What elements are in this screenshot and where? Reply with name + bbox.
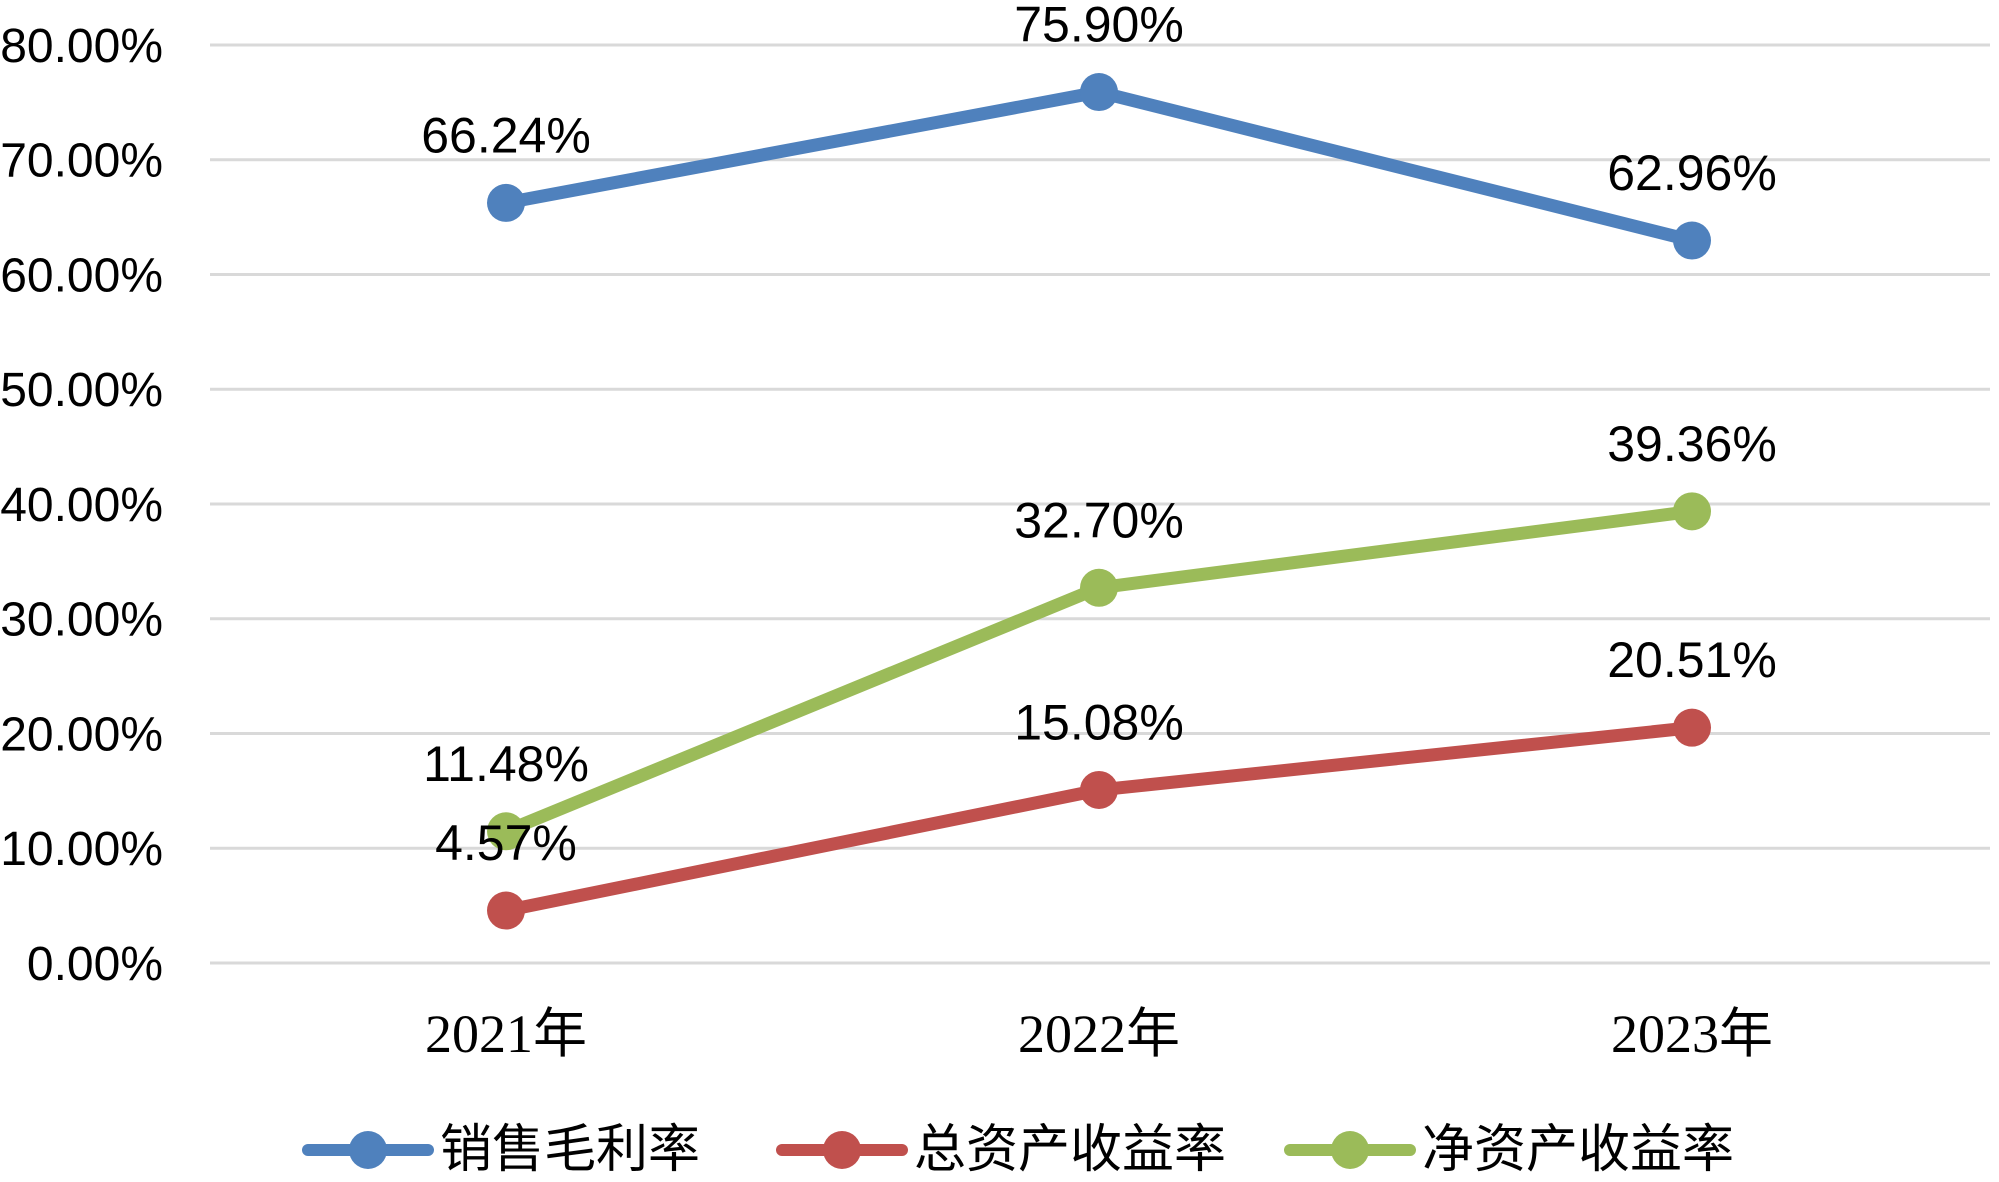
legend-marker-icon — [823, 1131, 861, 1169]
gridlines — [210, 43, 1990, 965]
y-tick-label: 0.00% — [27, 938, 163, 991]
legend-item: 总资产收益率 — [776, 1122, 1226, 1179]
series-3 — [487, 492, 1711, 851]
y-tick-label: 70.00% — [0, 135, 163, 188]
y-tick-label: 40.00% — [0, 479, 163, 532]
x-category-label: 2023年 — [1611, 1004, 1773, 1064]
legend-label: 净资产收益率 — [1422, 1122, 1734, 1179]
data-label: 62.96% — [1607, 145, 1777, 201]
data-point-marker — [1080, 73, 1118, 112]
data-point-marker — [487, 183, 525, 222]
data-point-marker — [1673, 492, 1711, 531]
data-label: 4.57% — [435, 815, 577, 871]
legend-label: 总资产收益率 — [914, 1122, 1226, 1179]
series-1 — [487, 73, 1711, 260]
data-point-marker — [1673, 221, 1711, 260]
data-point-marker — [1673, 708, 1711, 747]
y-tick-label: 60.00% — [0, 249, 163, 302]
data-label: 75.90% — [1014, 0, 1184, 53]
y-tick-label: 50.00% — [0, 364, 163, 417]
data-label: 39.36% — [1607, 416, 1777, 472]
data-point-marker — [1080, 568, 1118, 607]
legend-marker-icon — [1331, 1131, 1369, 1169]
data-label: 11.48% — [423, 736, 589, 792]
y-axis-tick-labels: 0.00% 10.00% 20.00% 30.00% 40.00% 50.00% 60.00… — [0, 20, 163, 991]
data-label: 32.70% — [1014, 492, 1184, 548]
legend-item: 销售毛利率 — [302, 1122, 700, 1179]
series-2-data-labels: 4.57% 15.08% 20.51% — [435, 632, 1777, 871]
legend-item: 净资产收益率 — [1284, 1122, 1734, 1179]
data-point-marker — [487, 891, 525, 930]
data-label: 20.51% — [1607, 632, 1777, 688]
series-1-data-labels: 66.24% 75.90% 62.96% — [421, 0, 1777, 201]
y-tick-label: 10.00% — [0, 823, 163, 876]
series-3-data-labels: 11.48% 32.70% 39.36% — [423, 416, 1777, 792]
series-2 — [487, 708, 1711, 930]
x-axis-category-labels: 2021年 2022年 2023年 — [425, 1004, 1773, 1064]
x-category-label: 2022年 — [1018, 1004, 1180, 1064]
y-tick-label: 80.00% — [0, 20, 163, 73]
y-tick-label: 30.00% — [0, 594, 163, 647]
data-label: 66.24% — [421, 107, 591, 163]
x-category-label: 2021年 — [425, 1004, 587, 1064]
data-label: 15.08% — [1014, 694, 1184, 750]
y-tick-label: 20.00% — [0, 708, 163, 761]
legend-label: 销售毛利率 — [440, 1122, 700, 1179]
legend: 销售毛利率 总资产收益率 净资产收益率 — [302, 1122, 1734, 1179]
data-point-marker — [1080, 770, 1118, 809]
data-point-marker — [487, 812, 525, 851]
legend-marker-icon — [349, 1131, 387, 1169]
